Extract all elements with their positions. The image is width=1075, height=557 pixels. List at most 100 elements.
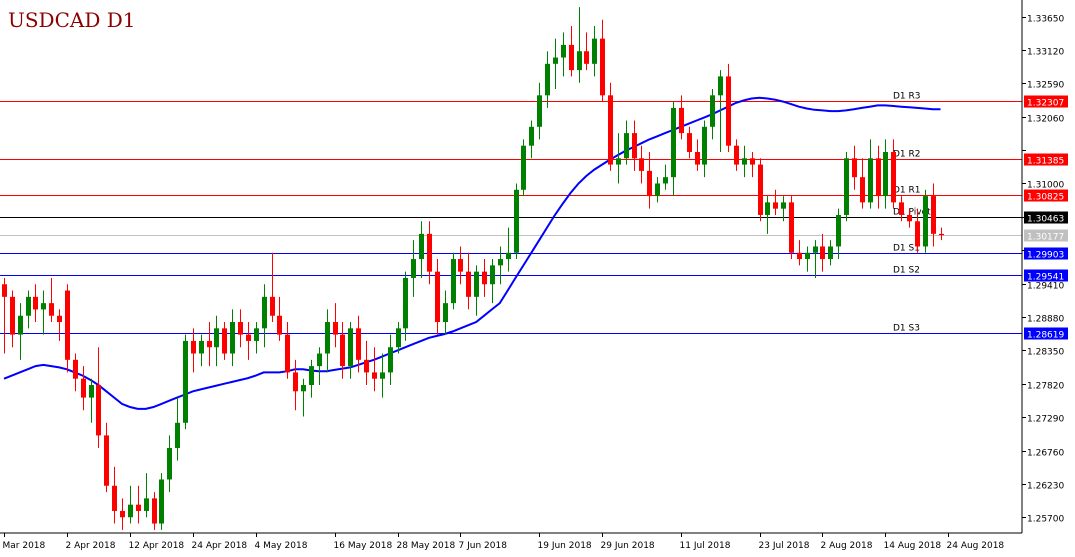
candle-body [695,151,700,165]
candle [427,221,432,285]
candle-body [663,177,668,184]
level-price-tag [1024,153,1068,166]
candle-body [458,259,463,272]
candle-body [931,196,936,234]
level-label-d1-s3: D1 S3 [893,324,920,334]
candle-body [65,290,70,360]
candle-body [750,158,755,165]
candle-body [372,372,377,379]
candle-body [687,133,692,152]
candle-body [639,158,644,171]
candle-body [388,347,393,373]
candle [765,196,770,234]
candle-body [545,63,550,96]
candles-layer [2,7,944,530]
candle [663,164,668,190]
candle [584,32,589,71]
candle [238,309,243,348]
candle-body [317,353,322,367]
candle-body [647,170,652,197]
candle-body [136,504,141,511]
time-tick-label: 28 May 2018 [397,541,456,551]
candle-body [891,151,896,203]
candle [758,158,763,222]
candle-body [836,214,841,247]
candle [781,196,786,222]
candle-body [679,107,684,134]
time-tick-label: 24 Aug 2018 [947,541,1005,551]
candle-body [285,334,290,373]
candle [128,485,133,524]
candle-body [73,359,78,379]
level-label-d1-r3: D1 R3 [893,92,921,102]
candle [419,221,424,278]
candle-body [939,233,944,236]
candle-body [600,38,605,96]
candle-body [773,202,778,209]
candle [96,347,101,448]
candle-body [529,126,534,146]
candle-body [199,340,204,354]
time-tick-label: 24 Apr 2018 [192,541,248,551]
candle-body [49,303,54,316]
candle-body [364,359,369,373]
candle [907,208,912,228]
candle [112,466,117,524]
candle [474,265,479,316]
candle-body [742,158,747,165]
candle-body [498,259,503,266]
candle [364,340,369,386]
candle-body [883,151,888,197]
candle [175,397,180,461]
candle-body [159,479,164,524]
level-price-label: 1.28619 [1027,331,1064,341]
candle-body [490,265,495,285]
candle-body [356,328,361,360]
candle-body [813,246,818,253]
candle [915,208,920,253]
candle [655,177,660,203]
candle [852,145,857,190]
candle-body [474,271,479,297]
price-tick-label: 1.31000 [1027,181,1064,191]
candle-body [702,126,707,165]
candle [191,328,196,373]
candle [199,334,204,367]
candle-body [246,334,251,341]
price-tick-label: 1.32590 [1027,81,1064,91]
candle [624,120,629,165]
candle [529,120,534,159]
level-price-tag [1024,247,1068,260]
candle [277,296,282,341]
candle-body [175,422,180,448]
candle-body [616,158,621,165]
time-tick-label: 14 Aug 2018 [884,541,942,551]
candle-body [765,202,770,215]
candle-body [325,322,330,354]
candle [120,498,125,530]
candle [828,240,833,266]
candle [372,347,377,392]
candle [506,227,511,272]
candle-body [152,498,157,524]
price-tick-label: 1.28880 [1027,315,1064,325]
candle-body [230,322,235,354]
candle-body [671,107,676,178]
candle-body [868,158,873,203]
candle [152,492,157,530]
candle [466,252,471,310]
candle [262,284,267,348]
candle [647,151,652,209]
candle [26,290,31,329]
candle-body [293,372,298,392]
price-tick-label: 1.26760 [1027,449,1064,459]
candle [553,38,558,90]
candle-body [828,246,833,260]
candle-body [553,57,558,64]
candle-body [435,271,440,323]
candle [144,473,149,518]
candle-body [41,303,46,310]
candle-body [608,95,613,165]
